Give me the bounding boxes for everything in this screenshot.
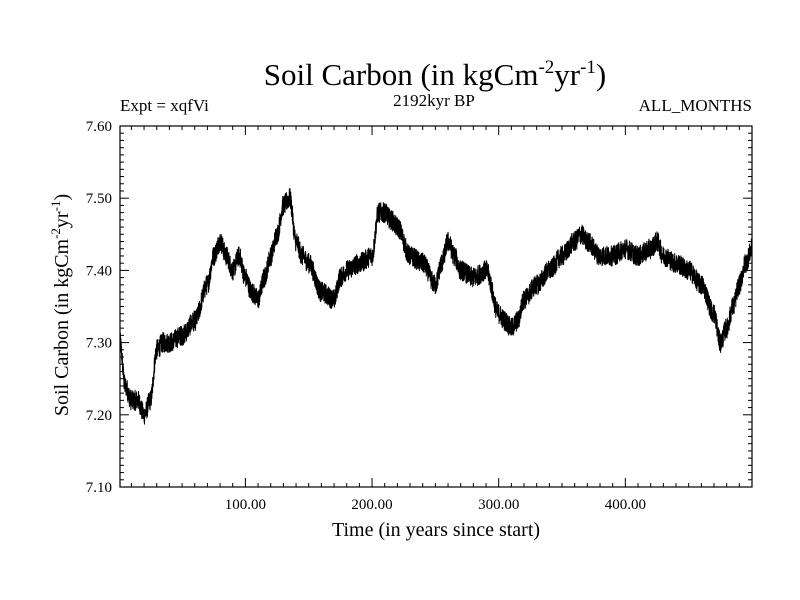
y-tick-label: 7.20 xyxy=(86,408,112,424)
chart-title-exp1: -2 xyxy=(538,57,554,78)
y-axis-label-main: Soil Carbon (in kgCm xyxy=(51,238,73,416)
chart-title-main: Soil Carbon (in kgCm xyxy=(264,57,539,92)
y-axis-label-exp1: -2 xyxy=(48,228,63,239)
period-label: 2192kyr BP xyxy=(393,91,475,110)
y-tick-label: 7.40 xyxy=(86,263,112,279)
y-tick-label: 7.30 xyxy=(86,336,112,352)
series-line xyxy=(119,188,753,425)
chart-title-mid: yr xyxy=(554,57,581,92)
expt-label: Expt = xqfVi xyxy=(120,96,209,115)
x-tick-label: 300.00 xyxy=(478,497,519,513)
minor-ticks xyxy=(120,126,752,487)
y-tick-label: 7.10 xyxy=(86,480,112,496)
x-axis-ticks: 100.00 200.00 300.00 400.00 xyxy=(225,497,646,513)
x-axis-label: Time (in years since start) xyxy=(332,519,540,541)
months-label: ALL_MONTHS xyxy=(639,96,752,115)
chart-title-close: ) xyxy=(596,57,606,92)
y-axis-label-close: ) xyxy=(51,194,73,201)
series-group xyxy=(119,188,753,425)
y-axis-label: Soil Carbon (in kgCm-2yr-1) xyxy=(48,194,73,416)
chart-title-exp2: -1 xyxy=(580,57,596,78)
plot-frame xyxy=(119,125,753,488)
x-tick-label: 400.00 xyxy=(605,497,646,513)
y-axis-label-exp2: -1 xyxy=(48,201,63,212)
y-axis-ticks: 7.10 7.20 7.30 7.40 7.50 7.60 xyxy=(86,119,112,496)
y-tick-label: 7.60 xyxy=(86,119,112,135)
y-tick-label: 7.50 xyxy=(86,191,112,207)
x-tick-label: 100.00 xyxy=(225,497,266,513)
x-tick-label: 200.00 xyxy=(351,497,392,513)
y-axis-label-mid: yr xyxy=(51,211,73,228)
chart-title: Soil Carbon (in kgCm-2yr-1) xyxy=(264,57,607,92)
